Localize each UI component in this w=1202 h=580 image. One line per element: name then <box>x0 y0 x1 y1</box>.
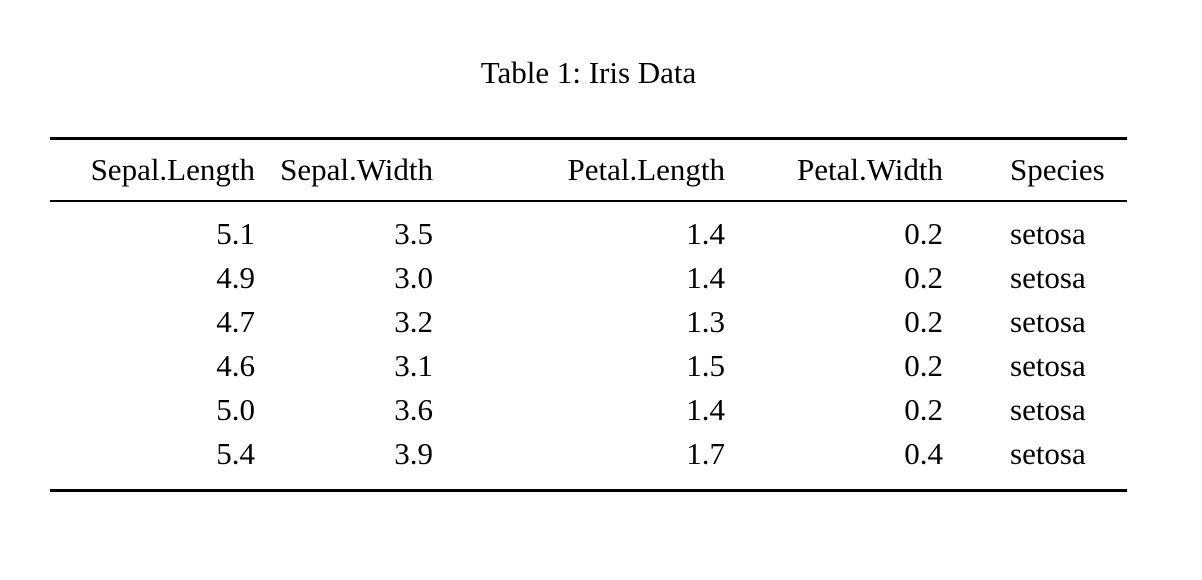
table-cell: setosa <box>1010 392 1086 427</box>
table-cell: 1.7 <box>686 436 725 471</box>
table-cell: 4.7 <box>216 304 255 339</box>
table-cell: 3.6 <box>394 392 433 427</box>
table-cell: 4.9 <box>216 260 255 295</box>
table-cell: 3.0 <box>394 260 433 295</box>
table-row: 4.6 3.1 1.5 0.2 setosa <box>50 344 1127 388</box>
table-row: 4.9 3.0 1.4 0.2 setosa <box>50 256 1127 300</box>
table-cell: setosa <box>1010 436 1086 471</box>
column-header-sepal-length: Sepal.Length <box>50 138 255 202</box>
table-row: 5.1 3.5 1.4 0.2 setosa <box>50 201 1127 256</box>
table-cell: setosa <box>1010 348 1086 383</box>
column-header-petal-length: Petal.Length <box>433 138 725 202</box>
table-cell: 0.2 <box>904 348 943 383</box>
table-row: 5.4 3.9 1.7 0.4 setosa <box>50 432 1127 491</box>
table-row: 5.0 3.6 1.4 0.2 setosa <box>50 388 1127 432</box>
table-cell: 5.0 <box>216 392 255 427</box>
table-cell: 0.2 <box>904 392 943 427</box>
table-cell: setosa <box>1010 260 1086 295</box>
table-caption: Table 1: Iris Data <box>480 55 697 90</box>
table-cell: 1.4 <box>686 392 725 427</box>
table-cell: 5.1 <box>216 216 255 251</box>
table-row: 4.7 3.2 1.3 0.2 setosa <box>50 300 1127 344</box>
table-cell: 4.6 <box>216 348 255 383</box>
table-cell: 3.5 <box>394 216 433 251</box>
table-cell: 0.4 <box>904 436 943 471</box>
table-cell: setosa <box>1010 216 1086 251</box>
table-cell: 1.5 <box>686 348 725 383</box>
table-body: 5.1 3.5 1.4 0.2 setosa 4.9 3.0 1.4 0.2 setosa 4.7 3… <box>50 201 1127 491</box>
table-cell: 3.9 <box>394 436 433 471</box>
column-header-sepal-width: Sepal.Width <box>255 138 433 202</box>
table-cell: 1.3 <box>686 304 725 339</box>
table-cell: 1.4 <box>686 216 725 251</box>
table-cell: 0.2 <box>904 304 943 339</box>
table-cell: 5.4 <box>216 436 255 471</box>
table-header-row: Sepal.Length Sepal.Width Petal.Length Petal… <box>50 138 1127 202</box>
column-header-petal-width: Petal.Width <box>725 138 943 202</box>
table-cell: setosa <box>1010 304 1086 339</box>
table-cell: 3.1 <box>394 348 433 383</box>
table-cell: 1.4 <box>686 260 725 295</box>
iris-data-table: Sepal.Length Sepal.Width Petal.Length Petal… <box>50 137 1127 492</box>
column-header-species: Species <box>943 138 1127 202</box>
table-cell: 3.2 <box>394 304 433 339</box>
table-cell: 0.2 <box>904 260 943 295</box>
table-header: Sepal.Length Sepal.Width Petal.Length Petal… <box>50 138 1127 202</box>
table-cell: 0.2 <box>904 216 943 251</box>
